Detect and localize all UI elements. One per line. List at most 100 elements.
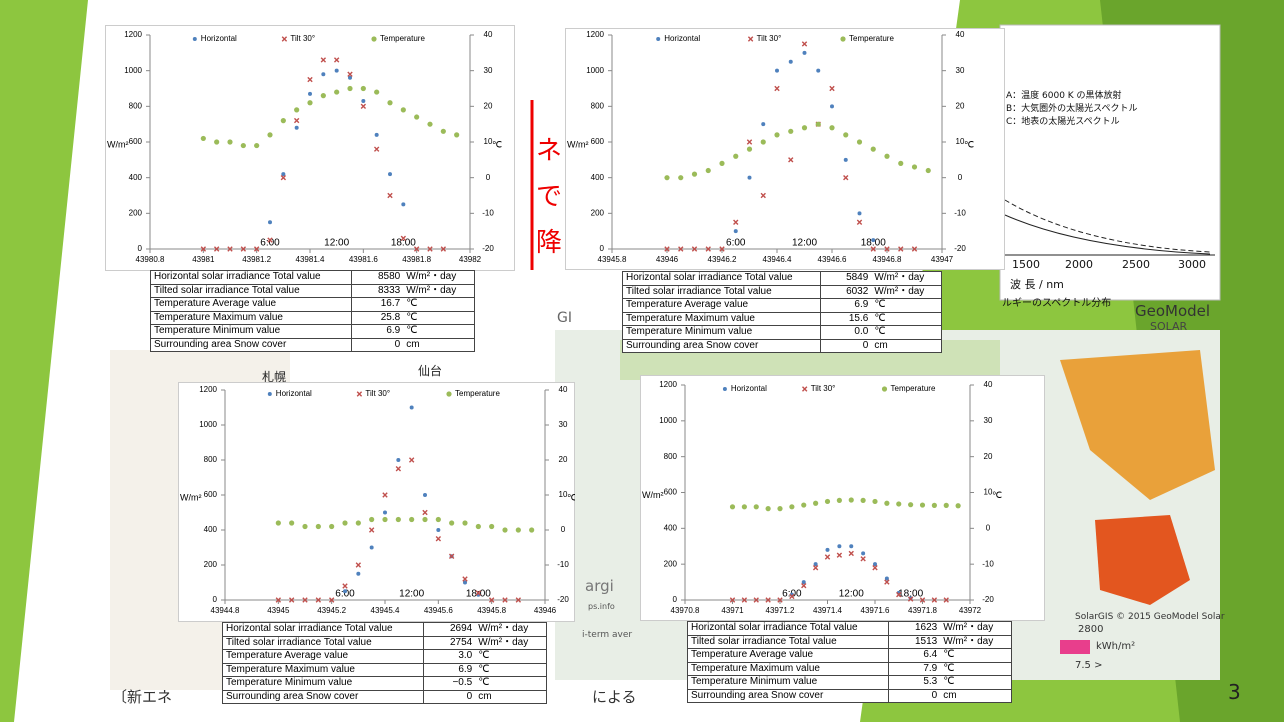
point bbox=[956, 503, 961, 508]
spectrum-tick: 3000 bbox=[1178, 258, 1206, 271]
legend-label: Temperature bbox=[849, 34, 894, 43]
table-row: Temperature Average value3.0℃ bbox=[223, 650, 547, 664]
table-row: Horizontal solar irradiance Total value8… bbox=[151, 271, 475, 285]
row-unit: ℃ bbox=[475, 663, 546, 677]
table-row: Temperature Minimum value0.0℃ bbox=[623, 326, 942, 340]
map-scale-swatch bbox=[1060, 640, 1090, 654]
point bbox=[361, 86, 366, 91]
spectrum-tick: 1500 bbox=[1012, 258, 1040, 271]
y2-tick-label: 40 bbox=[984, 380, 993, 389]
point bbox=[775, 69, 779, 73]
legend-marker bbox=[371, 36, 376, 41]
x-tick-label: 43946.8 bbox=[873, 255, 902, 264]
point bbox=[441, 129, 446, 134]
point bbox=[342, 520, 347, 525]
point bbox=[502, 527, 507, 532]
row-label: Surrounding area Snow cover bbox=[151, 338, 352, 352]
point bbox=[706, 168, 711, 173]
point bbox=[944, 503, 949, 508]
point bbox=[321, 93, 326, 98]
y-axis-title: W/m² bbox=[567, 139, 589, 149]
row-unit: W/m²・day bbox=[871, 272, 941, 286]
x-tick-label: 43971.2 bbox=[766, 606, 795, 615]
row-unit: cm bbox=[871, 339, 941, 353]
row-label: Horizontal solar irradiance Total value bbox=[688, 622, 889, 636]
text-fragment: argi bbox=[585, 577, 614, 595]
x-tick-label: 43945 bbox=[267, 606, 290, 615]
point bbox=[241, 143, 246, 148]
row-label: Surrounding area Snow cover bbox=[623, 339, 821, 353]
row-value: 0.0 bbox=[820, 326, 871, 340]
x-tick-label: 43971 bbox=[721, 606, 744, 615]
row-value: 8333 bbox=[351, 284, 403, 298]
point bbox=[375, 133, 379, 137]
y2-tick-label: 40 bbox=[559, 385, 568, 394]
row-label: Temperature Average value bbox=[623, 299, 821, 313]
row-value: 6.9 bbox=[820, 299, 871, 313]
y-tick-label: 600 bbox=[129, 137, 143, 146]
point bbox=[489, 524, 494, 529]
point bbox=[761, 139, 766, 144]
y-tick-label: 1000 bbox=[659, 416, 677, 425]
y-tick-label: 1200 bbox=[124, 30, 142, 39]
spectrum-caption: ルギーのスペクトル分布 bbox=[1002, 294, 1111, 309]
point bbox=[410, 406, 414, 410]
row-value: 6.4 bbox=[888, 649, 940, 663]
row-unit: ℃ bbox=[940, 662, 1011, 676]
y2-tick-label: 20 bbox=[984, 452, 993, 461]
y-tick-label: 400 bbox=[204, 525, 218, 534]
point bbox=[829, 125, 834, 130]
point bbox=[777, 506, 782, 511]
table-row: Temperature Average value6.4℃ bbox=[688, 649, 1012, 663]
spectrum-tick: 2500 bbox=[1122, 258, 1150, 271]
x-tick-label: 43945.6 bbox=[424, 606, 453, 615]
y-tick-label: 1000 bbox=[586, 66, 604, 75]
y2-tick-label: 0 bbox=[958, 173, 963, 182]
point bbox=[678, 175, 683, 180]
table-row: Temperature Minimum value6.9℃ bbox=[151, 325, 475, 339]
row-unit: W/m²・day bbox=[475, 636, 546, 650]
row-unit: cm bbox=[403, 338, 474, 352]
point bbox=[734, 229, 738, 233]
y-tick-label: 200 bbox=[591, 208, 605, 217]
y-tick-label: 1200 bbox=[199, 385, 217, 394]
point bbox=[742, 504, 747, 509]
annotation: 12:00 bbox=[839, 589, 864, 600]
point bbox=[802, 125, 807, 130]
stats-table: Horizontal solar irradiance Total value5… bbox=[622, 271, 942, 353]
y2-tick-label: 0 bbox=[986, 523, 991, 532]
slide: 3〔新エネによるA：温度 6000 K の黒体放射B：大気圏外の太陽光スペクトル… bbox=[0, 0, 1284, 722]
row-label: Tilted solar irradiance Total value bbox=[223, 636, 424, 650]
table-row: Horizontal solar irradiance Total value5… bbox=[623, 272, 942, 286]
row-value: 0 bbox=[888, 689, 940, 703]
point bbox=[837, 544, 841, 548]
table-row: Tilted solar irradiance Total value1513W… bbox=[688, 635, 1012, 649]
row-unit: ℃ bbox=[403, 325, 474, 339]
legend-marker bbox=[446, 391, 451, 396]
point bbox=[733, 154, 738, 159]
row-value: 5.3 bbox=[888, 676, 940, 690]
point bbox=[926, 168, 931, 173]
x-tick-label: 43972 bbox=[959, 606, 982, 615]
chart-background bbox=[179, 383, 575, 622]
point bbox=[476, 524, 481, 529]
x-tick-label: 43946 bbox=[656, 255, 679, 264]
point bbox=[730, 504, 735, 509]
chart: 43945.84394643946.243946.443946.643946.8… bbox=[565, 28, 1005, 270]
table-row: Surrounding area Snow cover0cm bbox=[623, 339, 942, 353]
text-fragment: GI bbox=[557, 310, 572, 326]
point bbox=[789, 504, 794, 509]
y2-tick-label: 40 bbox=[484, 30, 493, 39]
point bbox=[896, 501, 901, 506]
legend-label: Horizontal bbox=[201, 34, 237, 43]
point bbox=[329, 524, 334, 529]
y-tick-label: 1200 bbox=[659, 380, 677, 389]
point bbox=[396, 517, 401, 522]
point bbox=[347, 86, 352, 91]
y-tick-label: 0 bbox=[600, 244, 605, 253]
x-tick-label: 43971.6 bbox=[861, 606, 890, 615]
table-row: Surrounding area Snow cover0cm bbox=[223, 690, 547, 704]
point bbox=[321, 72, 325, 76]
